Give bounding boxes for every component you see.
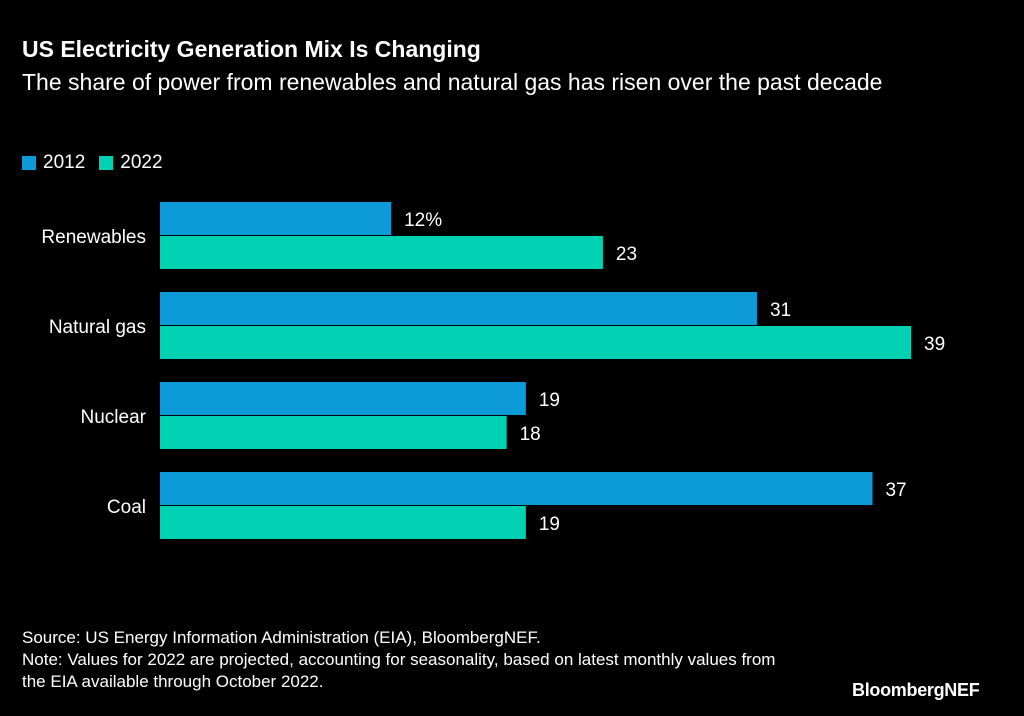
bar-2012 [160,382,526,415]
data-label: 19 [539,514,560,535]
data-label: 23 [616,244,637,265]
data-label: 37 [885,480,906,501]
footnote: Source: US Energy Information Administra… [22,627,802,693]
bar-2012 [160,292,757,325]
legend-label: 2012 [43,152,86,173]
note-text: Note: Values for 2022 are projected, acc… [22,650,776,691]
legend-item-2022: 2022 [99,152,163,174]
bar-2022 [160,236,603,269]
legend-label: 2022 [120,152,163,173]
legend-swatch [99,156,114,170]
category-label: Natural gas [49,317,146,338]
legend-item-2012: 2012 [22,152,85,174]
data-label: 19 [539,390,560,411]
bar-2022 [160,326,911,359]
data-label: 39 [924,334,945,355]
data-label: 12% [404,210,442,231]
bar-2012 [160,202,392,235]
category-label: Renewables [41,227,146,248]
chart-title: US Electricity Generation Mix Is Changin… [22,36,481,62]
bar-2022 [160,416,507,449]
data-label: 31 [770,300,791,321]
category-label: Coal [107,497,146,518]
source-text: Source: US Energy Information Administra… [22,628,541,647]
bar-2022 [160,506,526,539]
chart-subtitle: The share of power from renewables and n… [22,69,883,95]
data-label: 18 [520,424,541,445]
bar-2012 [160,472,873,505]
category-label: Nuclear [81,407,147,428]
legend-swatch [22,156,36,170]
bloombergnef-logo: BloombergNEF [852,680,980,700]
legend: 2012 2022 [22,152,163,174]
